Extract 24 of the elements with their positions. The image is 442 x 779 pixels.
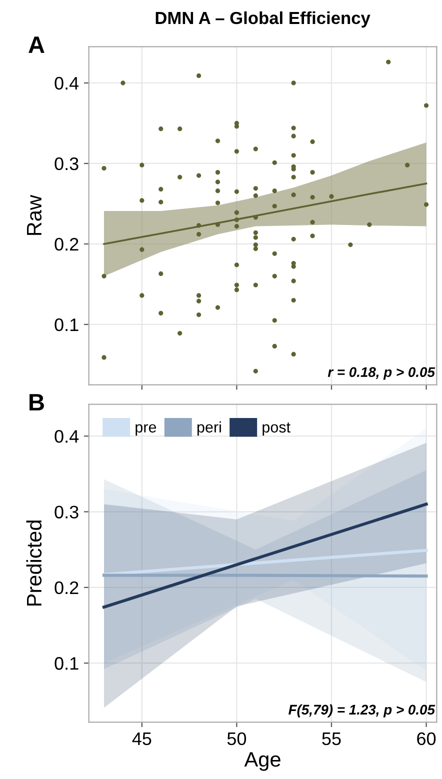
y-tick-label: 0.2 xyxy=(54,581,78,594)
legend-label: post xyxy=(262,422,290,436)
line-series xyxy=(103,182,428,245)
x-tick-label: 50 xyxy=(227,732,246,746)
x-tick-label: 45 xyxy=(132,732,152,746)
y-tick-label: 0.4 xyxy=(54,430,79,443)
y-tick-label: 0.4 xyxy=(54,76,79,90)
y-axis-title: Predicted xyxy=(26,520,42,606)
chart-title: DMN A – Global Efficiency xyxy=(156,11,370,28)
annotation: F(5,79) = 1.23, p > 0.05 xyxy=(288,704,436,718)
text: B xyxy=(30,394,44,410)
text: A xyxy=(28,36,44,53)
x-axis-title: Age xyxy=(244,752,280,771)
y-tick-label: 0.3 xyxy=(54,506,78,518)
x-tick-label: 60 xyxy=(417,732,436,746)
y-tick-label: 0.1 xyxy=(54,318,78,332)
legend-label: peri xyxy=(197,421,221,436)
annotation: r = 0.18, p > 0.05 xyxy=(328,367,436,380)
x-tick-label: 55 xyxy=(322,732,341,746)
y-tick-label: 0.3 xyxy=(54,157,78,170)
legend-label: pre xyxy=(136,424,156,436)
y-tick-label: 0.1 xyxy=(54,657,78,670)
y-tick-label: 0.2 xyxy=(54,238,78,251)
y-axis-title: Raw xyxy=(27,194,42,235)
